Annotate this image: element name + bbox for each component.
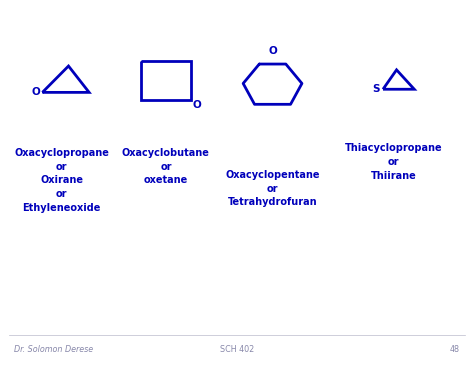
Text: Oxacyclobutane
or
oxetane: Oxacyclobutane or oxetane <box>122 148 210 186</box>
Text: Thiacyclopropane
or
Thiirane: Thiacyclopropane or Thiirane <box>345 143 442 181</box>
Text: O: O <box>32 87 40 97</box>
Text: Oxacyclopropane
or
Oxirane
or
Ethyleneoxide: Oxacyclopropane or Oxirane or Ethyleneox… <box>14 148 109 213</box>
Text: Dr. Solomon Derese: Dr. Solomon Derese <box>14 345 93 354</box>
Text: O: O <box>268 46 277 56</box>
Text: O: O <box>193 100 201 110</box>
Text: 48: 48 <box>450 345 460 354</box>
Text: Oxacyclopentane
or
Tetrahydrofuran: Oxacyclopentane or Tetrahydrofuran <box>225 170 320 208</box>
Text: S: S <box>373 84 380 94</box>
Text: SCH 402: SCH 402 <box>220 345 254 354</box>
